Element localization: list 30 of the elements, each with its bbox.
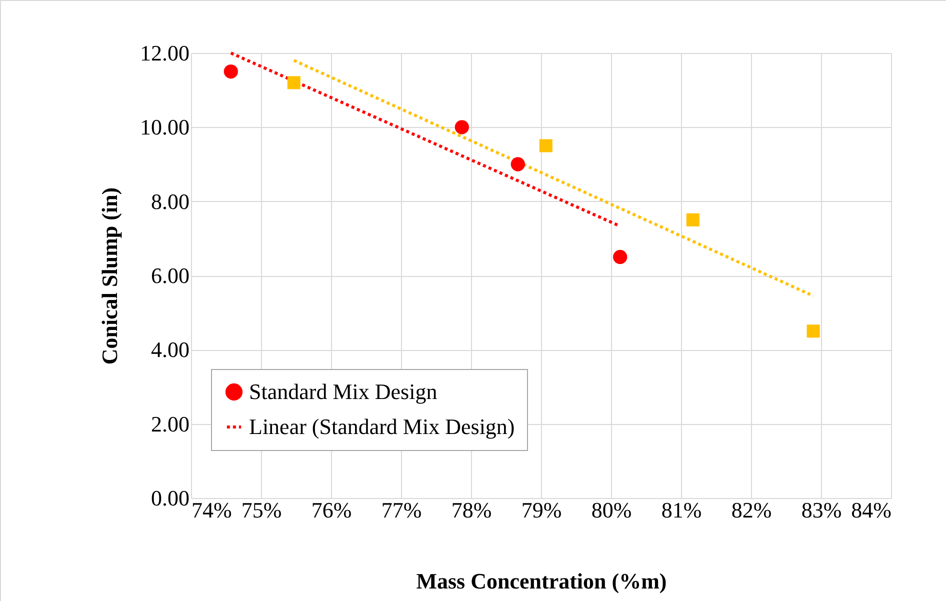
y-tick-label: 6.00: [151, 263, 190, 288]
x-tick-label: 79%: [521, 498, 562, 522]
x-axis-title: Mass Concentration (%m): [416, 568, 667, 594]
y-tick-label: 4.00: [151, 337, 190, 362]
x-tick-label: 75%: [241, 498, 282, 522]
y-tick-label: 8.00: [151, 188, 190, 214]
point: [539, 139, 552, 152]
legend-label: Standard Mix Design: [249, 379, 438, 404]
x-tick-label: 82%: [731, 498, 772, 522]
x-tick-label: 78%: [451, 498, 492, 522]
y-tick-label: 2.00: [151, 411, 190, 436]
y-axis-title: Conical Slump (in): [97, 187, 122, 365]
point: [454, 120, 469, 134]
legend-label: Linear (Standard Mix Design): [249, 414, 515, 439]
point: [613, 250, 628, 264]
x-tick-label: 77%: [381, 498, 422, 522]
x-tick-label: 81%: [661, 498, 702, 522]
point: [510, 157, 525, 172]
y-tick-label: 0.00: [151, 486, 190, 510]
point: [686, 213, 700, 226]
y-tick-label: 10.00: [140, 114, 190, 140]
y-tick-label: 12.00: [140, 40, 190, 66]
x-tick-label: 76%: [311, 498, 352, 522]
point: [287, 76, 300, 90]
x-tick-label: 83%: [801, 498, 842, 522]
x-tick-label: 84%: [851, 498, 892, 522]
point: [224, 64, 238, 79]
x-tick-label: 74%: [192, 498, 232, 522]
point: [806, 324, 820, 338]
x-tick-label: 80%: [591, 498, 632, 522]
